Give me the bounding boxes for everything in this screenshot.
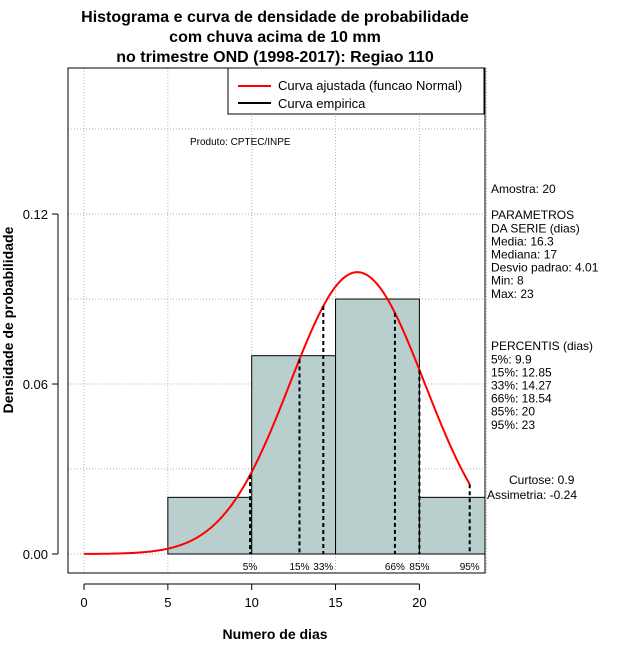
shape-stat-line: Assimetria: -0.24 xyxy=(487,488,577,502)
y-tick-label: 0.06 xyxy=(23,377,48,392)
y-axis-title: Densidade de probabilidade xyxy=(0,226,16,413)
x-tick-label: 10 xyxy=(244,595,258,610)
stat-line: Max: 23 xyxy=(491,287,534,301)
x-tick-label: 15 xyxy=(328,595,342,610)
histogram-bars xyxy=(167,298,486,555)
stat-line: Mediana: 17 xyxy=(491,248,557,262)
credit-label: Produto: CPTEC/INPE xyxy=(190,137,291,148)
percentile-label: 5% xyxy=(243,562,258,573)
y-tick-label: 0.12 xyxy=(23,207,48,222)
percentile-label: 15% xyxy=(289,562,309,573)
legend-label-empirical: Curva empirica xyxy=(278,96,366,111)
stat-line: Media: 16.3 xyxy=(491,234,554,248)
stat-line: 33%: 14.27 xyxy=(491,379,552,393)
stat-line: PARAMETROS xyxy=(491,208,574,222)
x-tick-label: 20 xyxy=(412,595,426,610)
percentile-label: 66% xyxy=(385,562,405,573)
stat-line: DA SERIE (dias) xyxy=(491,221,580,235)
stat-line: 85%: 20 xyxy=(491,405,535,419)
histogram-bar xyxy=(251,355,337,555)
legend: Curva ajustada (funcao Normal) Curva emp… xyxy=(227,67,485,115)
legend-box xyxy=(227,67,485,115)
x-axis-title: Numero de dias xyxy=(222,626,327,642)
percentile-label: 85% xyxy=(409,562,429,573)
histogram-bar xyxy=(418,496,486,555)
normal-curve xyxy=(83,271,471,555)
chart-title-line-1: Histograma e curva de densidade de proba… xyxy=(81,9,469,26)
stat-line: Amostra: 20 xyxy=(491,182,556,196)
histogram-bar xyxy=(335,298,420,555)
x-axis: 0 5 10 15 20 xyxy=(80,583,427,610)
stat-line: PERCENTIS (dias) xyxy=(491,339,593,353)
percentile-label: 33% xyxy=(313,562,333,573)
percentile-label: 95% xyxy=(460,562,480,573)
stat-line: 5%: 9.9 xyxy=(491,352,532,366)
stat-line: 95%: 23 xyxy=(491,418,535,432)
stat-line: Min: 8 xyxy=(491,274,524,288)
x-tick-label: 0 xyxy=(80,595,87,610)
y-tick-label: 0.00 xyxy=(23,547,48,562)
chart-title-line-3: no trimestre OND (1998-2017): Regiao 110 xyxy=(116,49,434,66)
legend-label-fitted: Curva ajustada (funcao Normal) xyxy=(278,78,462,93)
x-tick-label: 5 xyxy=(164,595,171,610)
stat-line: Desvio padrao: 4.01 xyxy=(491,261,599,275)
chart-title-line-2: com chuva acima de 10 mm xyxy=(169,29,381,46)
stat-line: 66%: 18.54 xyxy=(491,392,552,406)
normal-curve-line xyxy=(83,271,471,555)
stat-line: 15%: 12.85 xyxy=(491,365,552,379)
shape-stat-line: Curtose: 0.9 xyxy=(509,473,575,487)
percentile-markers: 5% 15% 33% 66% 85% 95% xyxy=(243,306,480,573)
y-axis: 0.00 0.06 0.12 xyxy=(23,207,59,562)
